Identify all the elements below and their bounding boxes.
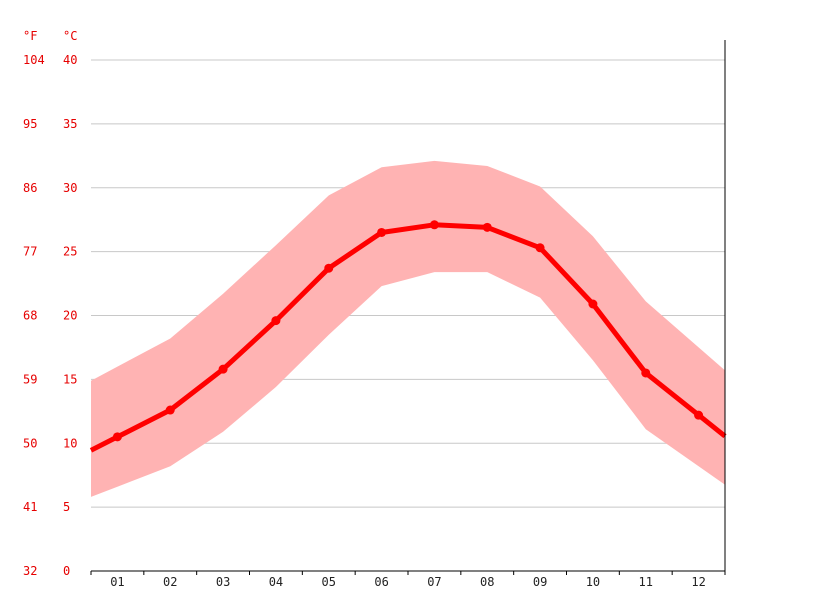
- y-tick-fahrenheit: 86: [23, 181, 37, 195]
- y-tick-fahrenheit: 50: [23, 436, 37, 450]
- data-point: [218, 364, 228, 374]
- y-tick-celsius: 20: [63, 309, 77, 323]
- y-tick-celsius: 35: [63, 117, 77, 131]
- y-tick-celsius: 5: [63, 500, 70, 514]
- data-point: [535, 243, 545, 253]
- x-tick-label: 09: [533, 575, 547, 589]
- data-point: [324, 263, 334, 273]
- y-tick-celsius: 15: [63, 372, 77, 386]
- x-tick-label: 04: [269, 575, 283, 589]
- y-tick-celsius: 40: [63, 53, 77, 67]
- temperature-band-area: [91, 160, 725, 497]
- temperature-line: [89, 222, 727, 453]
- x-tick-label: 01: [110, 575, 124, 589]
- x-tick-label: 02: [163, 575, 177, 589]
- y-tick-celsius: 25: [63, 245, 77, 259]
- temperature-range-band: [91, 160, 725, 497]
- data-point: [429, 220, 439, 230]
- y-tick-celsius: 0: [63, 564, 70, 578]
- data-point: [482, 222, 492, 232]
- y-tick-celsius: 30: [63, 181, 77, 195]
- temperature-line-series: [89, 220, 727, 453]
- y-tick-fahrenheit: 77: [23, 245, 37, 259]
- y-tick-fahrenheit: 104: [23, 53, 45, 67]
- y-tick-fahrenheit: 68: [23, 309, 37, 323]
- data-point: [641, 368, 651, 378]
- data-point: [377, 227, 387, 237]
- data-point: [165, 405, 175, 415]
- y-tick-fahrenheit: 95: [23, 117, 37, 131]
- data-point: [694, 410, 704, 420]
- x-tick-label: 12: [691, 575, 705, 589]
- x-tick-label: 03: [216, 575, 230, 589]
- x-tick-label: 06: [374, 575, 388, 589]
- axes: [90, 40, 726, 575]
- data-point: [112, 432, 122, 442]
- x-tick-label: 07: [427, 575, 441, 589]
- y-tick-fahrenheit: 41: [23, 500, 37, 514]
- x-tick-label: 10: [586, 575, 600, 589]
- celsius-unit-label: °C: [63, 29, 77, 43]
- data-point: [271, 316, 281, 326]
- y-tick-celsius: 10: [63, 436, 77, 450]
- x-tick-label: 08: [480, 575, 494, 589]
- y-tick-fahrenheit: 32: [23, 564, 37, 578]
- fahrenheit-unit-label: °F: [23, 29, 37, 43]
- x-tick-label: 05: [322, 575, 336, 589]
- data-point: [588, 299, 598, 309]
- y-tick-labels: 32 0 41 5 50 10 59 15 68 20 77 25 86 30 95 35 104 40: [23, 53, 77, 578]
- x-tick-labels: 01 02 03 04 05 06 07 08 09 10 11 12: [110, 575, 706, 589]
- y-tick-fahrenheit: 59: [23, 372, 37, 386]
- x-tick-label: 11: [639, 575, 653, 589]
